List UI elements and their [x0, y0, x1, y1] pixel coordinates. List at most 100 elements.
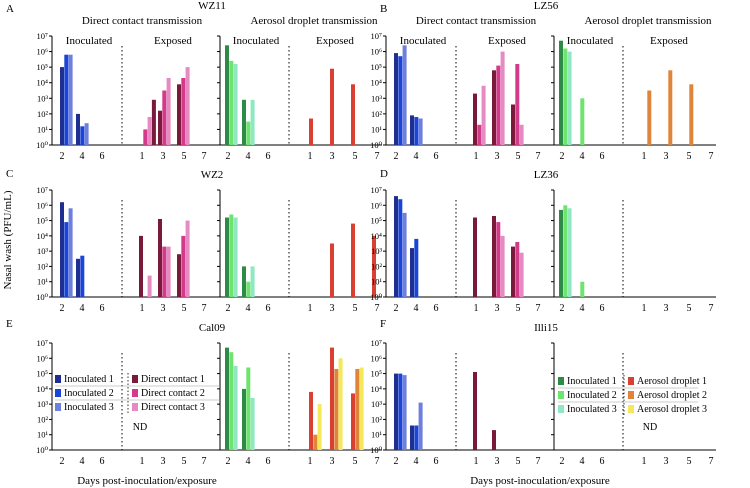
bar-direct-contact-day1-2 — [143, 129, 148, 145]
header-aerosol-droplet: Aerosol droplet transmission — [250, 15, 378, 27]
legend-swatch — [132, 375, 138, 383]
bar-direct-contact-day3-3 — [500, 51, 505, 145]
bar-direct-contact-day3-1 — [158, 219, 162, 297]
y-tick-label: 10⁰ — [370, 292, 383, 302]
bar-aerosol-inoculated-day2-1 — [559, 40, 563, 146]
bar-aerosol-droplet-day5-1 — [351, 393, 355, 450]
header-exposed: Exposed — [316, 35, 354, 47]
header-inoculated: Inoculated — [233, 35, 280, 47]
y-tick-label: 10⁵ — [37, 216, 49, 226]
bar-direct-contact-day5-3 — [519, 124, 524, 145]
bar-inoculated-day4-1 — [410, 115, 414, 145]
x-tick-label: 5 — [687, 303, 692, 314]
x-tick-label: 2 — [226, 303, 231, 314]
bar-aerosol-droplet-day3-1 — [330, 68, 334, 145]
bar-aerosol-droplet-day1-2 — [313, 434, 318, 450]
bar-inoculated-day4-1 — [410, 248, 414, 297]
header-inoculated: Inoculated — [400, 35, 447, 47]
x-tick-label: 3 — [664, 303, 669, 314]
bar-aerosol-inoculated-day2-3 — [233, 217, 238, 297]
legend-swatch — [55, 403, 61, 411]
x-tick-label: 4 — [580, 303, 585, 314]
bar-inoculated-day2-1 — [60, 67, 64, 145]
bar-direct-contact-day1-1 — [473, 372, 477, 450]
legend-swatch — [55, 389, 61, 397]
x-tick-label: 4 — [580, 151, 585, 162]
bar-direct-contact-day3-3 — [500, 235, 505, 297]
x-tick-label: 3 — [495, 303, 500, 314]
x-tick-label: 1 — [474, 456, 479, 467]
legend-label: Inoculated 2 — [64, 388, 114, 399]
x-tick-label: 4 — [80, 303, 85, 314]
bar-inoculated-day2-3 — [402, 45, 407, 145]
x-axis-label-left: Days post-inoculation/exposure — [77, 475, 217, 487]
bar-direct-contact-day5-1 — [511, 246, 515, 297]
bar-aerosol-inoculated-day4-2 — [580, 98, 585, 145]
bar-inoculated-day2-1 — [394, 373, 398, 450]
x-tick-label: 3 — [330, 303, 335, 314]
x-tick-label: 5 — [687, 151, 692, 162]
legend-swatch — [132, 389, 138, 397]
bar-aerosol-inoculated-day2-1 — [559, 209, 563, 297]
bar-direct-contact-day3-1 — [158, 110, 162, 145]
bar-aerosol-droplet-day1-1 — [309, 118, 313, 145]
panel-a: A WZ11 Direct contact transmission Aerosol … — [6, 0, 382, 162]
x-tick-label: 7 — [709, 151, 714, 162]
bar-direct-contact-day5-2 — [181, 235, 186, 297]
panel-letter: F — [380, 318, 386, 330]
x-tick-label: 6 — [600, 456, 605, 467]
panel-letter: E — [6, 318, 13, 330]
legend-swatch — [628, 391, 634, 399]
bar-direct-contact-day3-1 — [492, 70, 496, 145]
x-tick-label: 2 — [60, 151, 65, 162]
x-tick-label: 1 — [140, 151, 145, 162]
y-tick-label: 10⁴ — [371, 231, 383, 241]
y-tick-label: 10⁰ — [36, 445, 49, 455]
y-tick-label: 10⁴ — [37, 231, 49, 241]
bar-aerosol-inoculated-day2-3 — [567, 51, 572, 145]
header-exposed: Exposed — [154, 35, 192, 47]
bar-aerosol-inoculated-day2-3 — [233, 64, 238, 145]
y-tick-label: 10⁵ — [37, 62, 49, 72]
bar-direct-contact-day1-4 — [151, 99, 156, 145]
y-tick-label: 10² — [371, 109, 383, 119]
legend-label: Direct contact 3 — [141, 402, 205, 413]
x-tick-label: 1 — [642, 456, 647, 467]
panel-title: LZ36 — [534, 169, 559, 181]
bar-direct-contact-day1-1 — [473, 93, 477, 145]
x-tick-label: 3 — [161, 456, 166, 467]
y-tick-label: 10⁵ — [371, 369, 383, 379]
x-axis-label-right: Days post-inoculation/exposure — [470, 475, 610, 487]
bar-inoculated-day4-2 — [414, 425, 419, 450]
y-tick-label: 10⁷ — [37, 338, 49, 348]
header-inoculated: Inoculated — [66, 35, 113, 47]
y-tick-label: 10⁶ — [371, 47, 383, 57]
y-tick-label: 10¹ — [37, 124, 49, 134]
bar-direct-contact-day1-1 — [473, 217, 477, 297]
bar-direct-contact-day3-2 — [162, 246, 167, 297]
bar-aerosol-inoculated-day2-2 — [563, 48, 568, 145]
bar-inoculated-day2-3 — [402, 375, 407, 450]
y-tick-label: 10⁵ — [371, 62, 383, 72]
x-tick-label: 2 — [394, 151, 399, 162]
y-tick-label: 10³ — [37, 399, 49, 409]
y-tick-label: 10⁰ — [36, 140, 49, 150]
bar-direct-contact-day3-3 — [166, 246, 171, 297]
header-exposed: Exposed — [488, 35, 526, 47]
legend-swatch — [55, 375, 61, 383]
panel-title: WZ2 — [201, 169, 224, 181]
bar-inoculated-day4-2 — [80, 126, 85, 145]
x-tick-label: 3 — [664, 151, 669, 162]
bar-aerosol-inoculated-day2-2 — [563, 205, 568, 297]
bar-aerosol-droplet-day5-1 — [351, 223, 355, 297]
header-aerosol-droplet: Aerosol droplet transmission — [584, 15, 712, 27]
x-tick-label: 1 — [140, 456, 145, 467]
panel-title: Cal09 — [199, 322, 226, 334]
x-tick-label: 4 — [580, 456, 585, 467]
bar-direct-contact-day1-2 — [477, 124, 482, 145]
x-tick-label: 6 — [600, 303, 605, 314]
y-tick-label: 10³ — [37, 93, 49, 103]
panel-title: WZ11 — [198, 0, 226, 12]
bar-direct-contact-day3-1 — [492, 430, 496, 450]
not-determined-label: ND — [643, 422, 657, 433]
